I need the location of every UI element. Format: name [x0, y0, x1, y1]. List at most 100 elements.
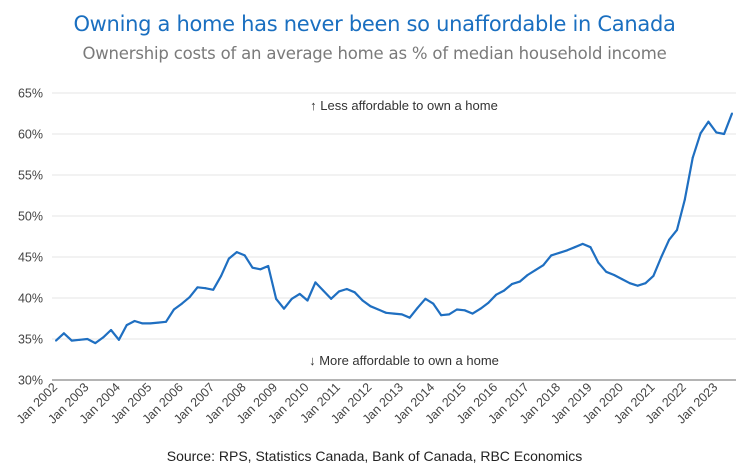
data-point	[141, 322, 144, 325]
data-point	[196, 286, 199, 289]
data-point	[369, 305, 372, 308]
data-point	[345, 287, 348, 290]
data-point	[581, 242, 584, 245]
data-point	[699, 132, 702, 135]
data-point	[628, 282, 631, 285]
data-point	[117, 338, 120, 341]
data-point	[416, 306, 419, 309]
data-point	[455, 308, 458, 311]
data-point	[70, 339, 73, 342]
data-point	[636, 284, 639, 287]
data-point	[440, 314, 443, 317]
data-point	[235, 251, 238, 254]
data-point	[448, 313, 451, 316]
data-point	[510, 283, 513, 286]
data-point	[731, 112, 733, 115]
data-point	[62, 332, 65, 335]
data-point	[683, 198, 686, 201]
y-tick-label: 35%	[18, 333, 43, 347]
y-tick-label: 40%	[18, 292, 43, 306]
data-point	[149, 322, 152, 325]
data-point	[652, 274, 655, 277]
y-tick-label: 60%	[18, 128, 43, 142]
y-tick-label: 50%	[18, 210, 43, 224]
gridlines	[52, 92, 736, 340]
chart-title: Owning a home has never been so unafford…	[73, 12, 676, 36]
data-point	[487, 301, 490, 304]
data-point	[220, 274, 223, 277]
data-point	[518, 280, 521, 283]
data-point	[495, 293, 498, 296]
data-point	[408, 316, 411, 319]
data-point	[110, 328, 113, 331]
data-point	[589, 246, 592, 249]
series-group	[55, 112, 734, 345]
data-point	[227, 257, 230, 260]
data-point	[503, 289, 506, 292]
data-point	[377, 308, 380, 311]
chart-subtitle: Ownership costs of an average home as % …	[82, 44, 667, 63]
data-point	[306, 299, 309, 302]
data-point	[212, 288, 215, 291]
data-point	[157, 321, 160, 324]
data-point	[715, 131, 718, 134]
data-point	[432, 302, 435, 305]
data-point	[385, 311, 388, 314]
data-point	[322, 289, 325, 292]
data-point	[165, 320, 168, 323]
data-point	[337, 290, 340, 293]
data-point	[479, 307, 482, 310]
data-point	[94, 342, 97, 345]
series-line	[55, 113, 734, 345]
data-point	[180, 302, 183, 305]
data-point	[282, 307, 285, 310]
data-point	[424, 297, 427, 300]
data-point	[550, 254, 553, 257]
data-point	[330, 297, 333, 300]
data-point	[644, 282, 647, 285]
data-point	[573, 246, 576, 249]
annotation-less-affordable: ↑ Less affordable to own a home	[310, 98, 498, 113]
data-point	[204, 287, 207, 290]
data-point	[133, 319, 136, 322]
data-point	[605, 270, 608, 273]
data-point	[172, 308, 175, 311]
data-point	[243, 254, 246, 257]
chart-source: Source: RPS, Statistics Canada, Bank of …	[166, 448, 583, 464]
data-point	[400, 313, 403, 316]
data-point	[314, 281, 317, 284]
data-point	[298, 292, 301, 295]
data-point	[542, 264, 545, 267]
data-point	[660, 256, 663, 258]
data-point	[613, 274, 616, 277]
data-point	[597, 261, 600, 264]
data-point	[353, 291, 356, 294]
data-point	[78, 338, 81, 341]
data-point	[558, 251, 561, 254]
data-point	[534, 269, 537, 272]
data-point	[55, 339, 57, 342]
data-point	[668, 238, 671, 241]
data-point	[723, 133, 726, 135]
annotation-more-affordable: ↓ More affordable to own a home	[309, 353, 499, 368]
y-tick-label: 65%	[18, 87, 43, 101]
data-point	[290, 297, 293, 300]
y-axis-ticks: 30% 35% 40% 45% 50% 55% 60% 65%	[18, 87, 43, 388]
data-point	[707, 120, 710, 123]
data-point	[675, 228, 678, 231]
data-point	[691, 156, 694, 159]
data-point	[188, 296, 191, 299]
data-point	[267, 265, 270, 268]
data-point	[526, 274, 529, 277]
y-tick-label: 30%	[18, 374, 43, 388]
data-point	[102, 336, 105, 339]
y-tick-label: 45%	[18, 251, 43, 265]
data-point	[620, 278, 623, 281]
data-point	[393, 312, 395, 315]
data-point	[251, 266, 254, 269]
data-point	[275, 297, 278, 300]
data-point	[125, 324, 128, 327]
data-point	[259, 268, 262, 271]
